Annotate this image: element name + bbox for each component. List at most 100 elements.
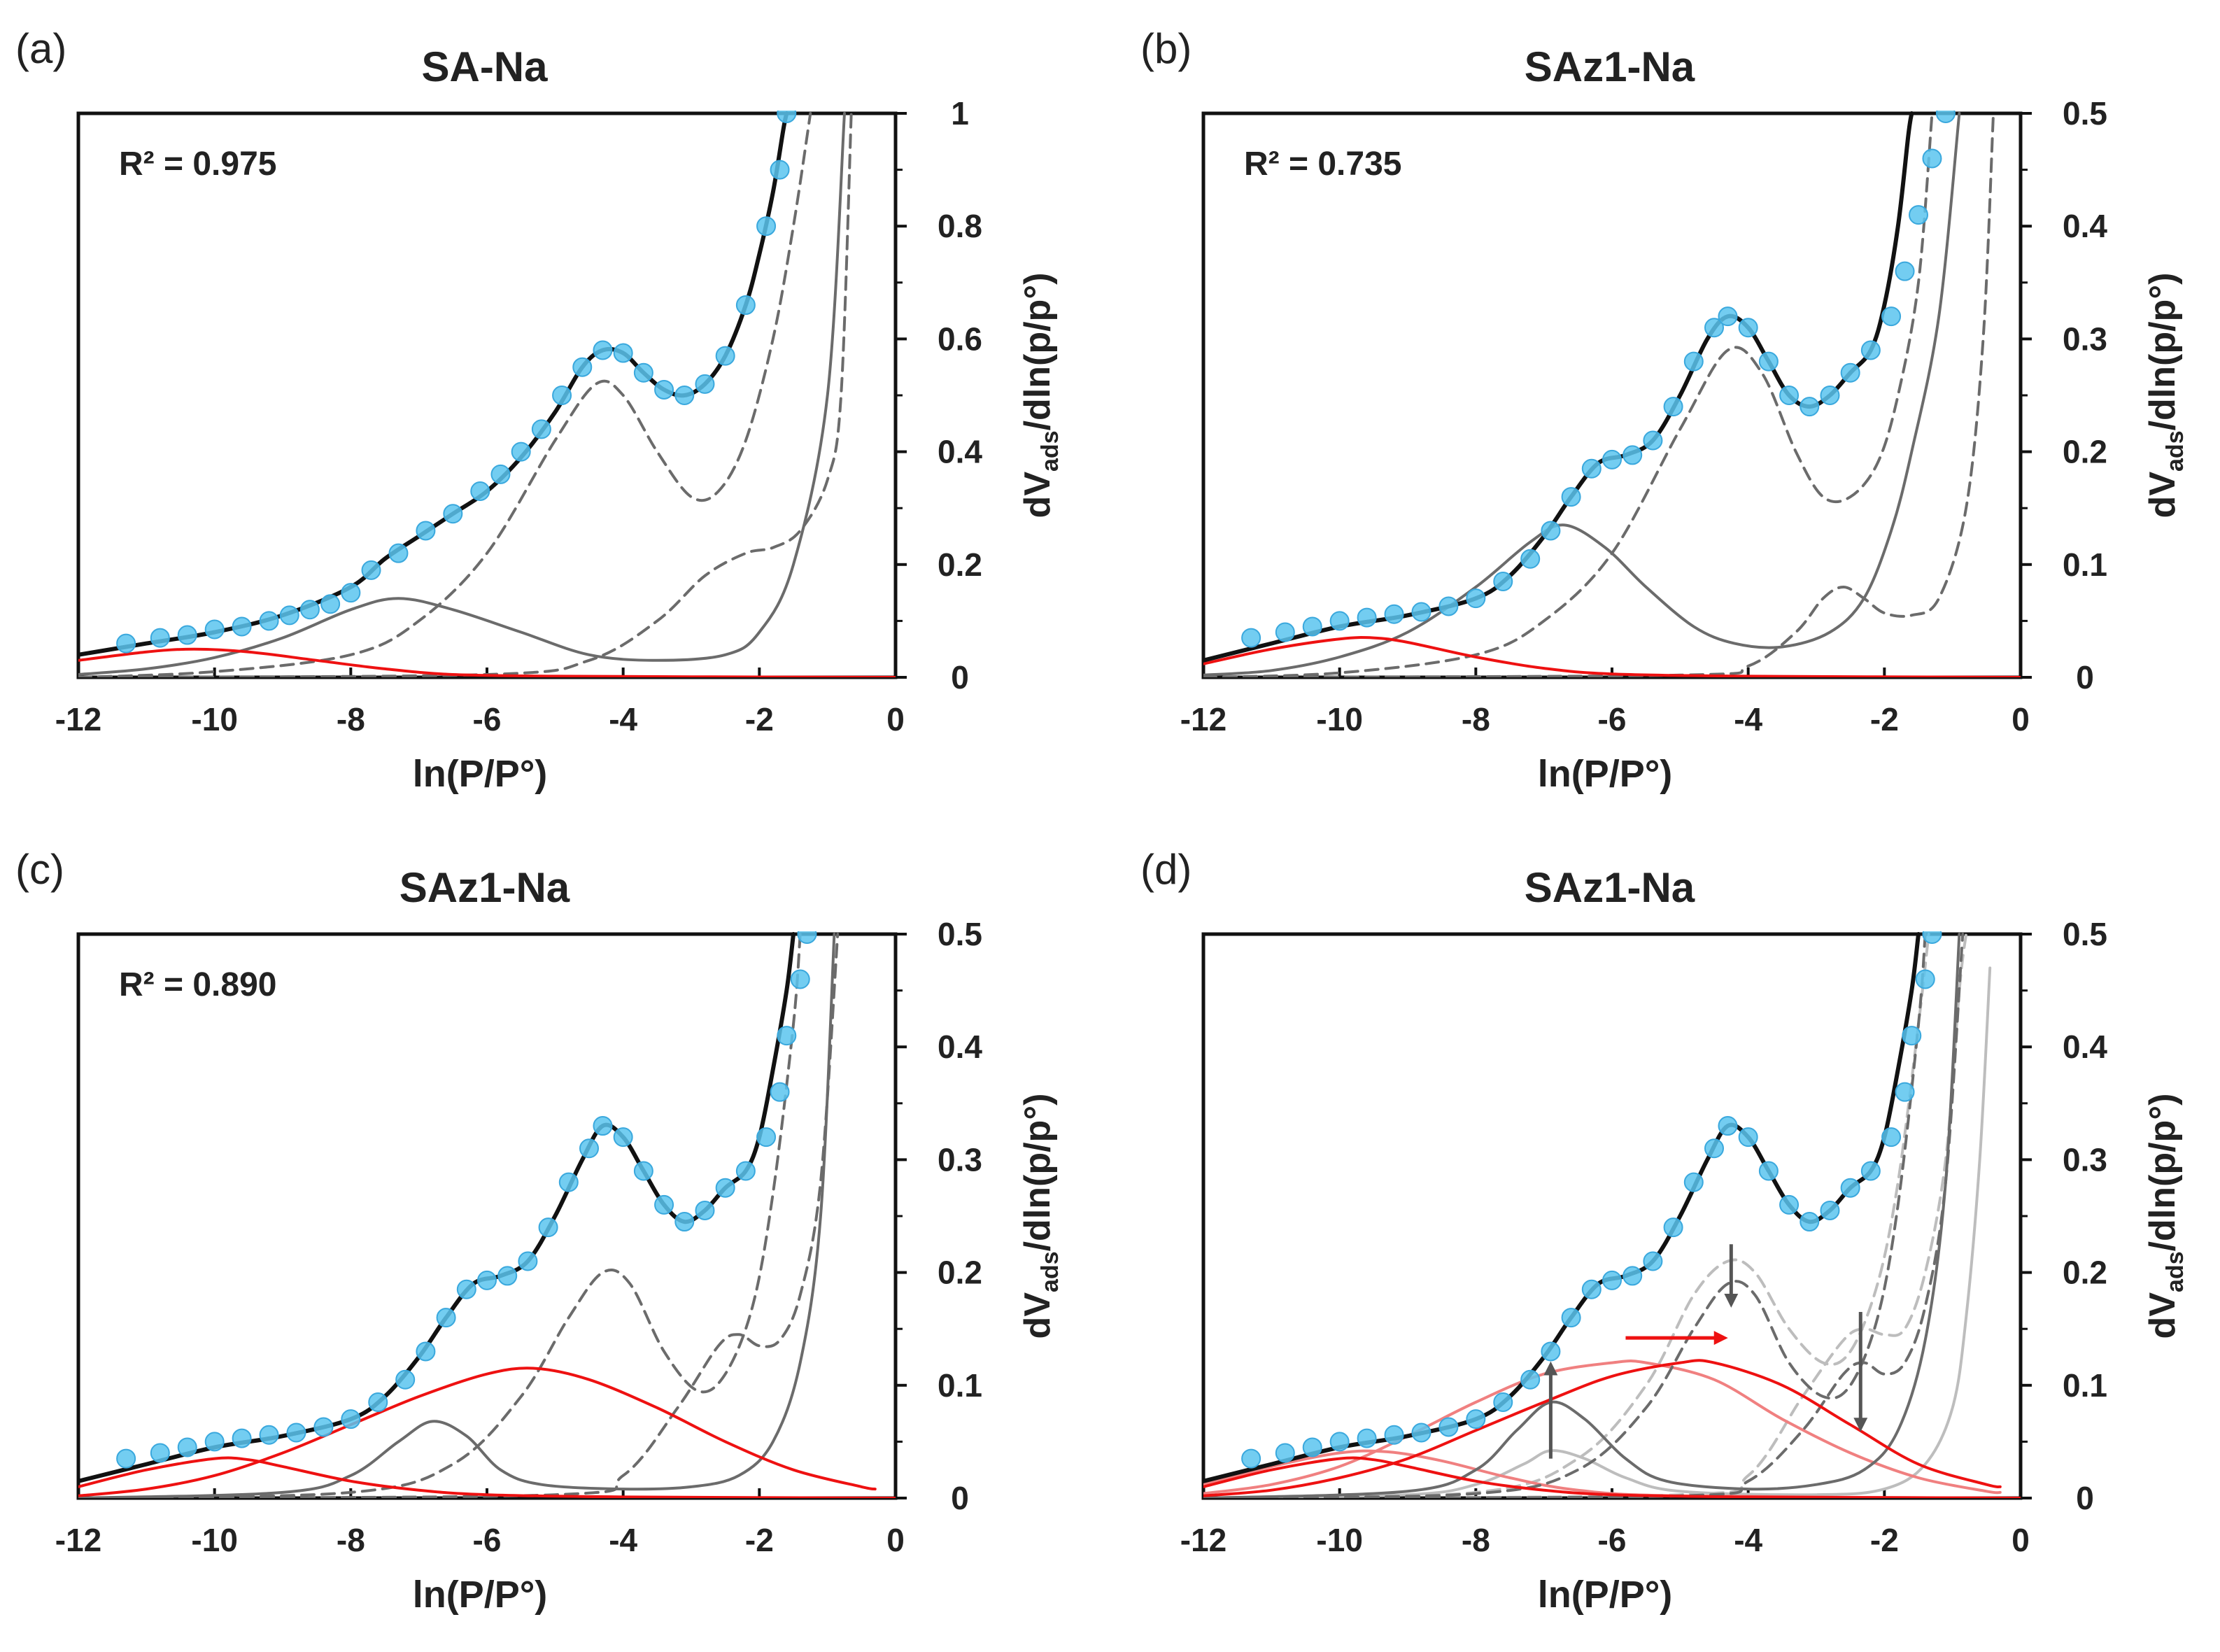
series-line-fit (1203, 111, 1914, 663)
x-tick-label: -12 (1180, 1522, 1226, 1558)
y-tick-label: 0.2 (2063, 1255, 2107, 1291)
x-tick-label: -2 (1870, 701, 1899, 737)
data-point (436, 1308, 456, 1328)
x-tick-label: -10 (1316, 701, 1362, 737)
data-point (1302, 1437, 1322, 1457)
data-point (150, 1443, 170, 1463)
data-point (613, 343, 633, 363)
data-point (1520, 1369, 1541, 1390)
data-point (1840, 362, 1860, 383)
data-point (1411, 602, 1431, 622)
y-tick-label: 1 (951, 95, 969, 132)
data-point (1840, 1178, 1860, 1198)
data-point (1758, 1161, 1779, 1181)
plot-frame (1201, 932, 2023, 1500)
panel-title: SAz1-Na (1525, 864, 1695, 911)
data-point (770, 1082, 790, 1102)
data-point (518, 1251, 538, 1271)
y-tick-label: 0.4 (938, 1029, 982, 1065)
data-point (593, 340, 613, 360)
x-axis-label: ln(P/P°) (1538, 753, 1673, 795)
series-group (78, 931, 896, 1498)
data-point (116, 633, 136, 654)
y-tick-label: 0.1 (2063, 1367, 2107, 1404)
series-line-comp-grey-1 (1203, 933, 1961, 1498)
y-tick-label: 0.3 (2063, 320, 2107, 357)
y-tick-label: 0.3 (938, 1141, 982, 1178)
data-point (579, 1138, 599, 1159)
data-point (477, 1270, 497, 1290)
data-point (715, 1178, 735, 1198)
y-tick-label: 0.5 (938, 916, 982, 952)
data-point (1581, 1279, 1602, 1299)
data-point (1302, 616, 1322, 637)
r-squared-label: R² = 0.735 (1244, 146, 1401, 183)
plot-frame (1201, 111, 2023, 679)
data-point (361, 560, 381, 580)
data-point (1663, 397, 1683, 417)
data-point (777, 1026, 797, 1046)
data-point (204, 619, 225, 640)
series-line-comp-red-2-light (1203, 1360, 2002, 1495)
data-point (756, 1127, 777, 1148)
data-point (416, 1341, 436, 1362)
data-point (1493, 1392, 1513, 1412)
series-line-comp-dash-2 (1203, 112, 1995, 677)
x-tick-label: -2 (745, 701, 774, 737)
data-point (1881, 1127, 1902, 1148)
data-point (613, 1127, 633, 1148)
data-point (1602, 1270, 1622, 1290)
data-point (341, 1409, 361, 1429)
data-point (1909, 205, 1928, 225)
y-axis-label: dVads/dln(p/p°) (1017, 273, 1063, 518)
data-point (715, 346, 735, 366)
data-point (770, 160, 790, 180)
data-point (320, 594, 341, 614)
data-point (116, 1448, 136, 1469)
y-tick-label: 0.1 (2063, 546, 2107, 583)
data-point (674, 386, 695, 405)
data-point (1520, 549, 1541, 569)
y-tick-label: 0.3 (2063, 1141, 2107, 1178)
series-line-fit (1203, 932, 1921, 1483)
x-tick-label: -6 (473, 701, 502, 737)
data-point (1329, 1432, 1350, 1452)
data-point (735, 295, 756, 316)
y-tick-label: 0.4 (2063, 1029, 2107, 1065)
data-point (777, 111, 797, 123)
data-point (490, 464, 511, 484)
data-point (1902, 1026, 1922, 1046)
data-point (552, 386, 572, 405)
x-tick-label: -8 (337, 701, 365, 737)
data-point (341, 583, 361, 603)
data-point (654, 1194, 674, 1215)
series-line-comp-dash-1 (78, 933, 802, 1498)
data-point (1438, 1417, 1459, 1437)
series-line-comp-dash-2 (78, 933, 840, 1498)
series-line-comp-red (78, 647, 896, 677)
series-line-comp-dash-1 (1203, 933, 1927, 1498)
data-point (511, 442, 531, 462)
data-point (1602, 449, 1622, 470)
data-point (1683, 1172, 1704, 1192)
data-point (1357, 1428, 1377, 1448)
data-point (1581, 458, 1602, 479)
panel-title: SAz1-Na (400, 864, 570, 911)
data-point (1779, 386, 1800, 405)
y-tick-label: 0.6 (938, 320, 982, 357)
x-tick-label: 0 (886, 1522, 905, 1558)
data-point (1800, 397, 1820, 417)
x-tick-label: -4 (1734, 701, 1762, 737)
series-line-comp-dash-1-light (1203, 933, 1930, 1498)
y-tick-label: 0.5 (2063, 95, 2107, 132)
data-point (1466, 588, 1486, 609)
x-tick-label: -6 (473, 1522, 502, 1558)
data-point (1384, 604, 1404, 624)
data-point (1820, 1200, 1840, 1220)
data-point (1935, 111, 1956, 123)
y-tick-label: 0.8 (938, 208, 982, 244)
data-point (538, 1217, 558, 1238)
r-squared-label: R² = 0.890 (119, 966, 276, 1003)
series-line-comp-red-1 (78, 1456, 896, 1498)
series-line-comp-dash-2 (1203, 933, 1965, 1498)
